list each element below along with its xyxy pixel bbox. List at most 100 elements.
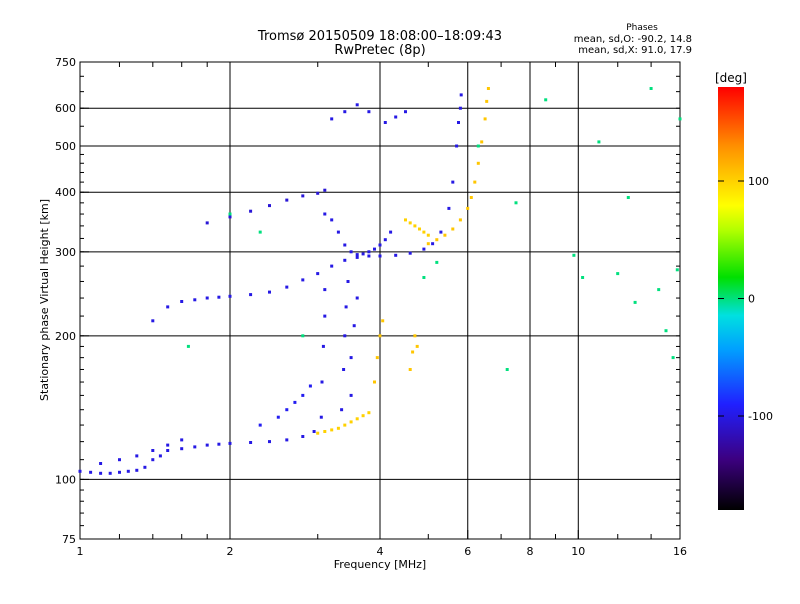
- y-tick-label: 750: [55, 56, 76, 69]
- data-point: [316, 431, 320, 435]
- data-point: [404, 218, 407, 222]
- y-tick-label: 100: [55, 473, 76, 486]
- data-point: [378, 254, 382, 258]
- data-point: [469, 196, 473, 199]
- data-point: [378, 334, 382, 338]
- data-point: [443, 233, 447, 237]
- data-point: [383, 121, 387, 124]
- data-point: [249, 209, 253, 213]
- data-point: [217, 295, 221, 299]
- data-point: [268, 290, 271, 294]
- data-point: [193, 445, 197, 449]
- series-es-echoes-x: [316, 411, 371, 435]
- data-point: [422, 276, 426, 279]
- data-point: [126, 469, 130, 473]
- series-e-layer-trace: [78, 430, 316, 475]
- data-point: [367, 254, 371, 258]
- series-e-layer-upper-trace: [99, 438, 184, 465]
- x-tick-label: 10: [571, 545, 585, 558]
- series-vertical-spread-o: [319, 280, 359, 419]
- data-point: [355, 296, 359, 300]
- data-point: [404, 110, 407, 114]
- colorbar-tick-label: -100: [748, 410, 773, 423]
- data-point: [344, 305, 348, 309]
- legend-title: Phases: [626, 23, 658, 33]
- data-point: [422, 247, 426, 251]
- data-point: [285, 285, 289, 289]
- data-point: [249, 293, 253, 297]
- data-point: [321, 344, 325, 348]
- data-point: [422, 230, 426, 234]
- data-point: [99, 471, 103, 475]
- data-point: [319, 415, 323, 419]
- data-point: [228, 441, 232, 445]
- data-point: [180, 447, 184, 451]
- x-axis-label: Frequency [MHz]: [334, 558, 426, 571]
- axis-ticks: 1 2 4 6 8 10 16 75 100 200 300 400 500 600 750: [55, 56, 687, 558]
- y-tick-label: 200: [55, 330, 76, 343]
- colorbar-tick-label: 0: [748, 293, 755, 306]
- data-point: [451, 180, 455, 184]
- data-point: [355, 103, 359, 107]
- y-axis-label: Stationary phase Virtual Height [km]: [38, 199, 51, 401]
- data-point: [323, 288, 327, 292]
- data-points: [78, 87, 682, 475]
- data-point: [367, 411, 371, 415]
- data-point: [228, 294, 232, 298]
- data-point: [268, 204, 271, 208]
- data-point: [572, 253, 576, 257]
- data-point: [330, 218, 334, 222]
- data-point: [346, 280, 350, 283]
- data-point: [193, 298, 197, 302]
- data-point: [375, 356, 379, 360]
- data-point: [447, 206, 451, 210]
- data-point: [343, 243, 347, 247]
- data-point: [151, 458, 155, 462]
- data-point: [457, 121, 460, 124]
- data-point: [166, 449, 170, 452]
- data-point: [483, 117, 487, 121]
- data-point: [381, 319, 385, 323]
- data-point: [108, 471, 112, 475]
- grid-lines: [80, 62, 680, 539]
- data-point: [135, 468, 139, 472]
- data-point: [411, 350, 415, 354]
- colorbar-label: [deg]: [715, 71, 747, 85]
- data-point: [352, 324, 356, 328]
- data-point: [285, 408, 289, 412]
- data-point: [473, 180, 477, 184]
- data-point: [435, 260, 439, 264]
- data-point: [678, 117, 682, 121]
- series-vertical-spread-x: [373, 319, 419, 384]
- data-point: [301, 334, 305, 338]
- data-point: [394, 115, 398, 119]
- x-tick-label: 4: [377, 545, 384, 558]
- x-tick-label: 2: [227, 545, 234, 558]
- data-point: [413, 334, 417, 338]
- data-point: [413, 224, 417, 228]
- x-tick-label: 1: [77, 545, 84, 558]
- data-point: [308, 384, 312, 388]
- data-point: [205, 221, 209, 225]
- series-scattered-noise: [186, 87, 682, 371]
- data-point: [205, 443, 209, 447]
- series-cusp-o: [323, 212, 393, 257]
- data-point: [439, 230, 443, 234]
- data-point: [320, 380, 324, 384]
- chart-subtitle: RwPretec (8p): [334, 43, 425, 58]
- x-tick-label: 16: [673, 545, 687, 558]
- colorbar-tick-label: 100: [748, 175, 769, 188]
- data-point: [616, 272, 620, 276]
- series-f1-o-trace: [151, 93, 463, 323]
- data-point: [476, 144, 480, 148]
- data-point: [166, 443, 170, 447]
- data-point: [268, 440, 271, 444]
- data-point: [451, 227, 455, 231]
- data-point: [323, 314, 327, 318]
- data-point: [418, 227, 421, 231]
- data-point: [180, 300, 184, 303]
- data-point: [458, 218, 462, 222]
- data-point: [355, 255, 359, 259]
- data-point: [394, 253, 398, 257]
